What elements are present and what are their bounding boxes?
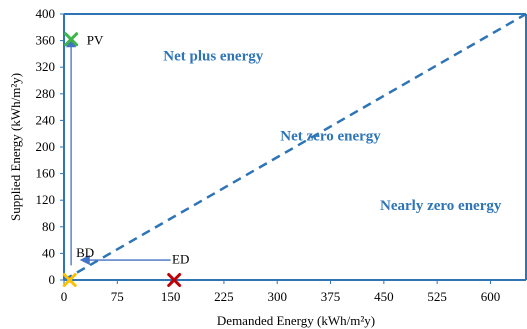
- y-tick-label: 400: [36, 6, 56, 21]
- x-tick-label: 600: [481, 289, 501, 304]
- region-label: Net zero energy: [280, 128, 381, 144]
- y-tick-label: 200: [36, 139, 56, 154]
- y-tick-label: 240: [36, 112, 56, 127]
- y-tick-label: 360: [36, 33, 56, 48]
- net-zero-boundary-line: [63, 12, 527, 282]
- region-label: Nearly zero energy: [380, 198, 502, 214]
- region-label: Net plus energy: [163, 49, 263, 65]
- point-label: BD: [76, 245, 94, 260]
- y-tick-label: 160: [36, 166, 56, 181]
- point-label: PV: [87, 32, 104, 47]
- y-tick-label: 80: [42, 219, 55, 234]
- y-tick-label: 320: [36, 59, 56, 74]
- y-tick-label: 280: [36, 86, 56, 101]
- x-tick-label: 450: [374, 289, 394, 304]
- x-axis-title: Demanded Energy (kWh/m²y): [217, 313, 375, 328]
- y-tick-label: 120: [36, 192, 56, 207]
- data-point-marker: [64, 32, 79, 47]
- x-tick-label: 150: [161, 289, 181, 304]
- x-tick-label: 225: [214, 289, 234, 304]
- y-axis-title: Supplied Energy (kWh/m²y): [8, 73, 23, 221]
- y-tick-label: 0: [49, 272, 56, 287]
- y-tick-label: 40: [42, 245, 55, 260]
- x-tick-label: 75: [111, 289, 124, 304]
- x-tick-label: 375: [321, 289, 341, 304]
- x-tick-label: 0: [61, 289, 68, 304]
- data-point-marker: [62, 273, 77, 287]
- x-tick-label: 525: [427, 289, 447, 304]
- point-label: ED: [172, 252, 189, 267]
- data-point-marker: [167, 273, 182, 287]
- x-tick-label: 300: [267, 289, 287, 304]
